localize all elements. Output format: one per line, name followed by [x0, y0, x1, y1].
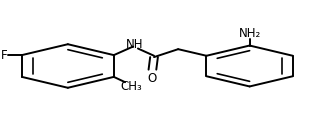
Text: NH: NH	[126, 38, 144, 51]
Text: NH₂: NH₂	[239, 27, 261, 40]
Text: CH₃: CH₃	[121, 80, 142, 93]
Text: O: O	[148, 72, 157, 85]
Text: F: F	[1, 49, 7, 62]
